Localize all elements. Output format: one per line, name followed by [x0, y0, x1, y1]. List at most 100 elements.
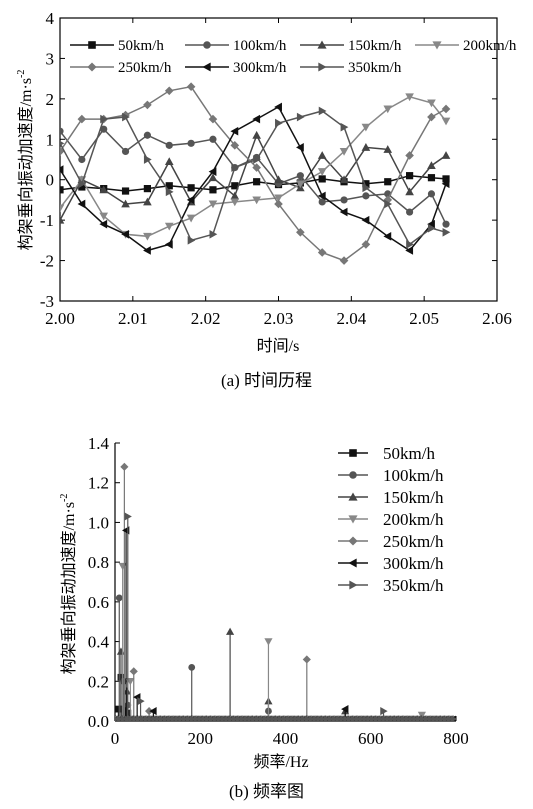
legend-marker — [348, 515, 358, 524]
x-tick-label: 2.02 — [191, 309, 221, 328]
legend-label: 100km/h — [233, 38, 287, 54]
series-50km/h — [60, 172, 450, 195]
data-point — [383, 231, 392, 241]
data-point — [60, 140, 65, 146]
data-point — [441, 179, 450, 189]
data-point — [60, 186, 64, 194]
peak-point — [341, 705, 349, 714]
legend-label: 350km/h — [383, 576, 444, 595]
peak-point — [115, 594, 123, 602]
legend-label: 300km/h — [383, 554, 444, 573]
legend-marker — [202, 62, 211, 72]
y-tick-label: 1.2 — [88, 474, 109, 493]
data-point — [427, 99, 436, 108]
y-axis-label: 构架垂向振动加速度/m·s-2 — [59, 494, 78, 675]
x-tick-label: 2.04 — [336, 309, 366, 328]
x-tick-label: 400 — [273, 729, 299, 748]
data-point — [441, 117, 451, 126]
data-point — [209, 229, 218, 239]
legend-marker — [318, 62, 327, 72]
peak-point — [129, 667, 138, 676]
x-tick-label: 2.05 — [409, 309, 439, 328]
y-tick-label: 1 — [46, 130, 55, 149]
data-point — [164, 240, 173, 249]
data-point — [442, 175, 450, 183]
y-tick-label: 3 — [46, 49, 55, 68]
legend-marker — [349, 449, 357, 457]
peak-point — [264, 638, 273, 646]
series-100km/h — [60, 125, 450, 228]
legend-marker — [432, 41, 442, 50]
y-tick-label: 0.2 — [88, 672, 109, 691]
data-point — [442, 227, 451, 237]
data-point — [77, 199, 86, 209]
data-point — [339, 207, 348, 217]
y-tick-label: -3 — [40, 292, 54, 311]
data-point — [187, 236, 196, 245]
legend-label: 250km/h — [118, 60, 172, 76]
data-point — [362, 192, 370, 200]
series-group — [60, 82, 451, 265]
y-tick-label: 0 — [46, 171, 55, 190]
data-point — [318, 106, 327, 116]
data-point — [318, 198, 326, 206]
data-point — [231, 163, 240, 172]
x-tick-label: 800 — [443, 729, 469, 748]
data-point — [99, 219, 108, 229]
data-point — [405, 246, 414, 255]
data-point — [427, 161, 436, 170]
data-point — [384, 178, 392, 186]
legend-label: 50km/h — [118, 38, 164, 54]
chart-a-caption: (a) 时间历程 — [220, 371, 313, 390]
data-point — [383, 105, 393, 114]
data-point — [317, 151, 327, 159]
data-point — [384, 199, 393, 209]
data-point — [99, 185, 109, 194]
legend-label: 250km/h — [383, 532, 444, 551]
data-point — [208, 167, 217, 176]
x-tick-label: 2.00 — [45, 309, 75, 328]
legend-marker — [88, 41, 96, 49]
data-point — [208, 200, 218, 209]
data-point — [361, 143, 371, 151]
data-point — [275, 118, 283, 128]
y-tick-label: -2 — [40, 252, 54, 271]
peak-point — [149, 706, 157, 716]
legend-label: 200km/h — [463, 38, 517, 54]
chart-b-caption: (b) 频率图 — [228, 782, 305, 801]
y-tick-label: 0.6 — [88, 593, 109, 612]
data-point — [405, 187, 414, 196]
legend-marker — [317, 40, 327, 49]
data-point — [186, 195, 195, 205]
data-point — [143, 232, 152, 241]
data-point — [230, 191, 240, 200]
data-point — [164, 157, 174, 165]
data-point — [208, 114, 218, 124]
data-point — [427, 219, 435, 229]
data-point — [340, 196, 348, 204]
peak-point — [417, 711, 426, 720]
data-point — [122, 112, 130, 122]
data-point — [253, 178, 261, 186]
data-point — [252, 163, 261, 172]
y-axis-label-sup: -2 — [16, 70, 27, 78]
data-point — [99, 212, 109, 221]
y-axis-label-sup: -2 — [59, 494, 70, 502]
legend-label: 350km/h — [348, 60, 402, 76]
y-tick-label: 4 — [46, 9, 55, 28]
data-point — [186, 82, 196, 92]
data-point — [143, 131, 151, 139]
data-point — [362, 180, 370, 188]
y-tick-label: 0.8 — [88, 553, 109, 572]
data-point — [427, 190, 436, 198]
data-point — [406, 172, 414, 180]
data-point — [60, 165, 64, 174]
data-point — [143, 185, 151, 193]
data-point — [165, 141, 173, 149]
peak-point — [120, 462, 129, 471]
data-point — [60, 215, 65, 224]
data-point — [296, 172, 304, 180]
data-point — [208, 173, 218, 182]
legend-label: 200km/h — [383, 510, 444, 529]
data-point — [209, 186, 217, 194]
